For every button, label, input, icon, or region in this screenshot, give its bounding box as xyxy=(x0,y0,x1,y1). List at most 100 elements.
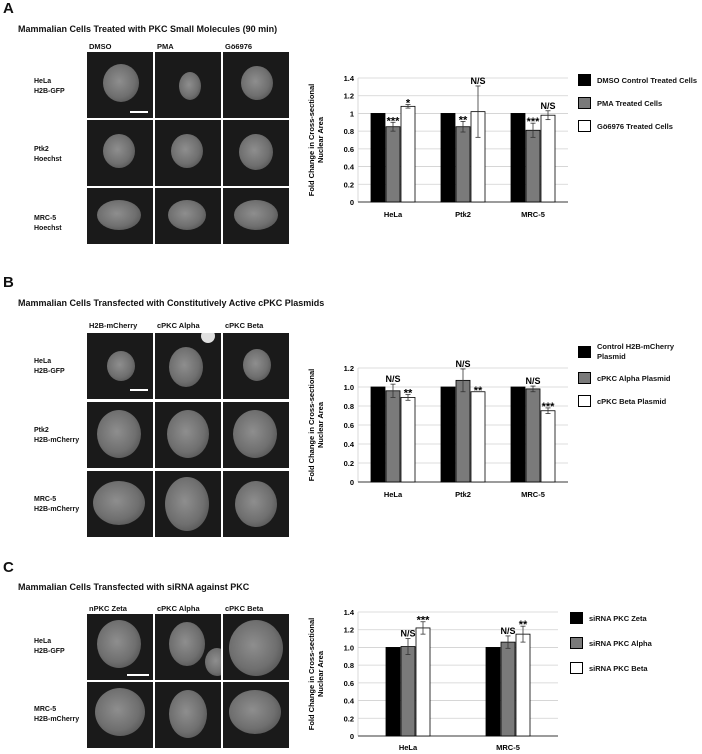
bar xyxy=(440,386,456,483)
legend-swatch-a-2 xyxy=(578,97,591,109)
y-tick-label: 0.4 xyxy=(344,440,355,449)
bar xyxy=(540,114,556,203)
micrograph-a-mrc5-pma xyxy=(155,188,221,244)
panel-letter-c: C xyxy=(3,559,14,576)
panel-title-b: Mammalian Cells Transfected with Constit… xyxy=(18,298,325,308)
y-tick-label: 1.4 xyxy=(344,608,355,617)
row-label-c-2: MRC-5 H2B-mCherry xyxy=(34,706,80,723)
y-axis-label: Fold Change in Cross-sectionalNuclear Ar… xyxy=(307,84,325,197)
col-label-a-1: DMSO xyxy=(89,42,112,51)
bar xyxy=(525,388,541,483)
col-label-c-2: cPKC Alpha xyxy=(157,604,200,613)
bar xyxy=(400,646,416,737)
significance-label: *** xyxy=(417,615,431,627)
significance-label: N/S xyxy=(525,376,540,386)
y-tick-label: 1 xyxy=(350,109,354,118)
y-tick-label: 1.4 xyxy=(344,74,355,83)
legend-swatch-b-3 xyxy=(578,395,591,407)
significance-label: N/S xyxy=(455,359,470,369)
row-label-c-1: HeLa H2B-GFP xyxy=(34,638,65,655)
significance-label: *** xyxy=(527,116,541,128)
micrograph-b-hela-control xyxy=(87,333,153,399)
x-tick-label: Ptk2 xyxy=(455,210,471,219)
significance-label: ** xyxy=(459,114,468,126)
panel-letter-b: B xyxy=(3,274,14,291)
legend-label-a-1: DMSO Control Treated Cells xyxy=(597,76,698,85)
col-label-c-3: cPKC Beta xyxy=(225,604,264,613)
micrograph-b-hela-alpha xyxy=(155,333,221,399)
micrograph-b-mrc5-control xyxy=(87,471,153,537)
micrograph-a-mrc5-go6976 xyxy=(223,188,289,244)
x-tick-label: HeLa xyxy=(384,210,403,219)
y-tick-label: 0.2 xyxy=(344,714,354,723)
bar xyxy=(385,647,401,737)
significance-label: N/S xyxy=(385,374,400,384)
micrograph-a-mrc5-dmso xyxy=(87,188,153,244)
significance-label: ** xyxy=(474,385,483,397)
col-label-b-2: cPKC Alpha xyxy=(157,321,200,330)
legend-swatch-c-3 xyxy=(570,662,583,674)
y-tick-label: 0.8 xyxy=(344,402,354,411)
micrograph-c-hela-beta xyxy=(223,614,289,680)
significance-label: N/S xyxy=(470,76,485,86)
y-axis-label: Fold Change in Cross-sectionalNuclear Ar… xyxy=(307,618,325,731)
bar xyxy=(400,397,416,483)
x-tick-label: MRC-5 xyxy=(496,743,520,752)
y-tick-label: 0.4 xyxy=(344,697,355,706)
y-axis-label: Fold Change in Cross-sectionalNuclear Ar… xyxy=(307,369,325,482)
micrograph-c-mrc5-beta xyxy=(223,682,289,748)
bar-chart-b: 0 0.2 0.4 0.6 0.8 1.0 1.2 Fold Change in Cross-… xyxy=(307,359,568,499)
y-tick-label: 1.2 xyxy=(344,92,354,101)
bar xyxy=(385,390,401,483)
y-tick-label: 0.8 xyxy=(344,661,354,670)
legend-label-b-3: cPKC Beta Plasmid xyxy=(597,397,667,406)
micrograph-a-ptk2-dmso xyxy=(87,120,153,186)
bar xyxy=(370,113,386,203)
significance-label: *** xyxy=(542,401,556,413)
bar xyxy=(400,105,416,203)
legend-label-c-2: siRNA PKC Alpha xyxy=(589,639,652,648)
row-label-a-2: Ptk2 Hoechst xyxy=(34,146,62,163)
col-label-a-2: PMA xyxy=(157,42,174,51)
significance-label: *** xyxy=(387,115,401,127)
micrograph-b-ptk2-beta xyxy=(223,402,289,468)
y-tick-label: 0.4 xyxy=(344,163,355,172)
scale-bar xyxy=(127,674,149,676)
legend-a: DMSO Control Treated Cells PMA Treated C… xyxy=(578,74,702,144)
y-tick-label: 1.2 xyxy=(344,626,354,635)
bar xyxy=(525,129,541,203)
micrograph-c-hela-alpha xyxy=(155,614,221,680)
bar xyxy=(510,113,526,203)
bar xyxy=(515,633,531,737)
micrograph-a-hela-pma xyxy=(155,52,221,118)
micrograph-b-hela-beta xyxy=(223,333,289,399)
significance-label: N/S xyxy=(500,626,515,636)
micrograph-a-ptk2-pma xyxy=(155,120,221,186)
legend-swatch-a-1 xyxy=(578,74,591,86)
bar xyxy=(470,391,486,483)
micrograph-a-hela-dmso xyxy=(87,52,153,118)
col-label-b-3: cPKC Beta xyxy=(225,321,264,330)
row-label-b-1: HeLa H2B-GFP xyxy=(34,358,65,375)
x-tick-label: MRC-5 xyxy=(521,490,545,499)
micrograph-b-mrc5-beta xyxy=(223,471,289,537)
micrograph-b-ptk2-control xyxy=(87,402,153,468)
bar xyxy=(485,647,501,737)
row-label-a-3: MRC-5 Hoechst xyxy=(34,215,62,232)
bar xyxy=(540,410,556,483)
bar-chart-c: 0 0.2 0.4 0.6 0.8 1.0 1.2 1.4 Fold Change in Cro… xyxy=(307,608,558,752)
legend-swatch-b-2 xyxy=(578,372,591,384)
significance-label: ** xyxy=(404,388,413,400)
micrograph-c-mrc5-alpha xyxy=(155,682,221,748)
panel-letter-a: A xyxy=(3,0,14,17)
micrograph-b-ptk2-alpha xyxy=(155,402,221,468)
y-tick-label: 0 xyxy=(350,732,354,741)
significance-label: ** xyxy=(519,619,528,631)
x-tick-label: HeLa xyxy=(399,743,418,752)
bar xyxy=(385,126,401,203)
y-tick-label: 0.2 xyxy=(344,180,354,189)
row-label-b-2: Ptk2 H2B-mCherry xyxy=(34,427,80,444)
row-label-b-3: MRC-5 H2B-mCherry xyxy=(34,496,80,513)
y-tick-label: 0.2 xyxy=(344,459,354,468)
col-label-c-1: nPKC Zeta xyxy=(89,604,127,613)
